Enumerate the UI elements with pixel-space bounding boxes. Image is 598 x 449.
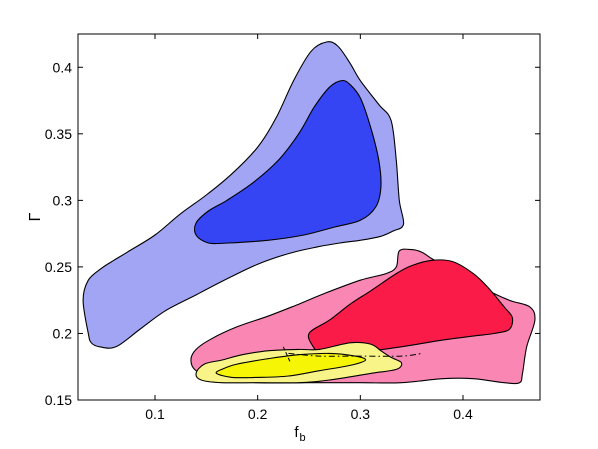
- x-axis-label-subscript: b: [300, 432, 306, 444]
- x-axis: 0.1 0.2 0.3 0.4: [145, 34, 473, 422]
- dashed-line-drop: [282, 346, 291, 363]
- x-tick-label: 0.2: [248, 406, 268, 422]
- contour-region-6: [215, 352, 367, 379]
- y-axis: 0.15 0.2 0.25 0.3 0.35 0.4: [45, 59, 540, 408]
- y-tick-label: 0.15: [45, 392, 72, 408]
- dashed-overlay: [282, 346, 422, 363]
- confidence-regions: [82, 41, 536, 385]
- dashed-line: [288, 352, 422, 357]
- y-tick-label: 0.4: [53, 59, 73, 75]
- x-tick-label: 0.1: [145, 406, 165, 422]
- y-tick-label: 0.2: [53, 325, 73, 341]
- contour-region-2: [193, 79, 382, 245]
- y-axis-label: Γ: [27, 212, 44, 221]
- x-tick-label: 0.4: [453, 406, 473, 422]
- plot-frame: [77, 33, 541, 401]
- x-axis-label: fb: [294, 424, 305, 444]
- y-tick-label: 0.35: [45, 126, 72, 142]
- x-tick-label: 0.3: [351, 406, 371, 422]
- y-tick-label: 0.3: [53, 192, 73, 208]
- y-tick-label: 0.25: [45, 259, 72, 275]
